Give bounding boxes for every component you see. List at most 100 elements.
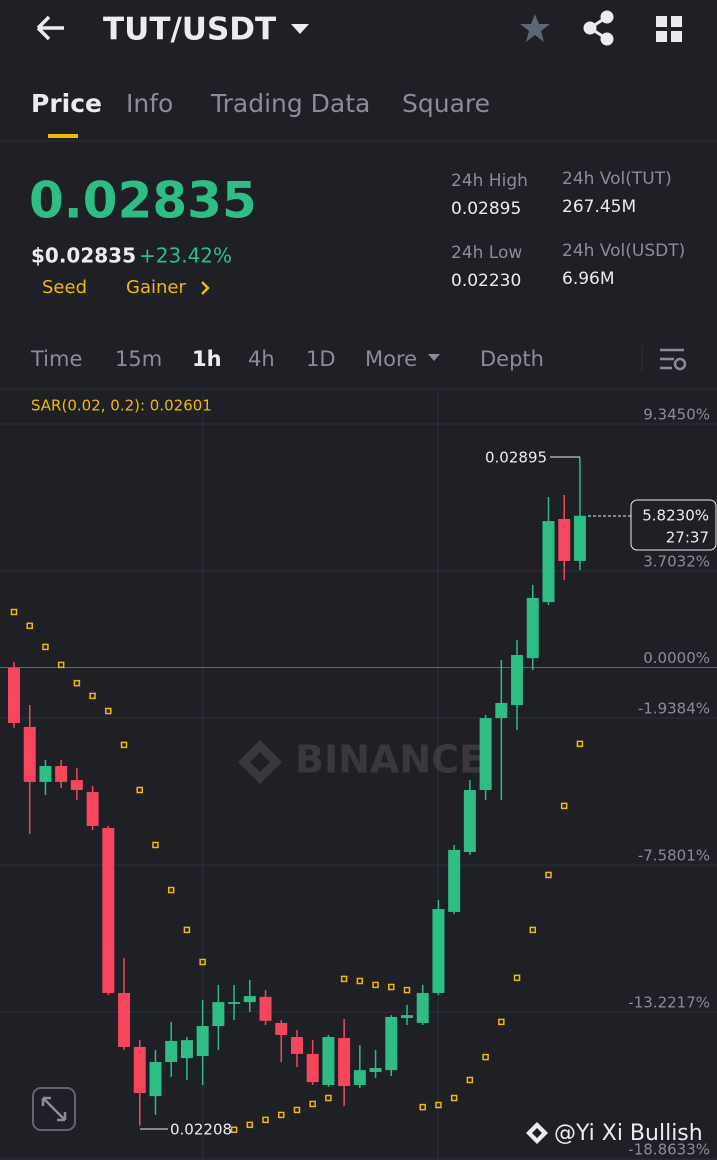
grid-icon[interactable] <box>656 16 682 42</box>
candle-body <box>165 1040 178 1063</box>
sar-dot <box>388 983 395 991</box>
interval[interactable]: Time <box>30 347 82 371</box>
candle-body <box>243 996 256 1003</box>
y-tick-label: 3.7032% <box>643 553 710 571</box>
back-icon[interactable] <box>36 15 64 41</box>
more-caret[interactable] <box>428 354 440 361</box>
sar-dot <box>183 926 191 934</box>
candle-body <box>149 1062 162 1097</box>
candle-body <box>212 1002 225 1027</box>
interval[interactable]: 15m <box>115 347 162 371</box>
interval[interactable]: More <box>365 347 417 371</box>
high-label: 0.02895 <box>485 449 547 467</box>
candle-body <box>495 702 508 719</box>
stat-value: 0.02895 <box>451 199 521 219</box>
last-price-tag <box>630 499 717 551</box>
indicator-label: SAR(0.02, 0.2): 0.02601 <box>31 397 212 415</box>
credit: @Yi Xi Bullish <box>554 1121 703 1146</box>
candle-body <box>385 1016 398 1071</box>
last-price: 0.02835 <box>29 172 257 230</box>
y-tick-label: 0.0000% <box>643 649 710 667</box>
candle-body <box>338 1038 351 1086</box>
candle-body <box>573 515 586 561</box>
candle-body <box>511 655 524 706</box>
sar-dot <box>57 661 65 669</box>
sar-dot <box>529 926 537 934</box>
tab[interactable]: Trading Data <box>210 89 370 118</box>
sar-dot <box>26 622 33 630</box>
credit-logo <box>526 1122 548 1144</box>
sar-dot <box>73 679 81 687</box>
sar-dot <box>42 643 49 651</box>
interval[interactable]: 4h <box>248 347 275 371</box>
candle-body <box>369 1068 382 1072</box>
stat-label: 24h Low <box>451 243 522 263</box>
candle-body <box>86 792 99 826</box>
sar-dot <box>199 958 206 966</box>
candle-body <box>401 1015 413 1018</box>
sar-dot <box>246 1121 254 1129</box>
tag[interactable]: Seed <box>42 277 87 298</box>
sar-dot <box>560 802 568 810</box>
tab[interactable]: Info <box>126 89 173 118</box>
candle-body <box>322 1037 335 1085</box>
sar-dot <box>89 692 96 700</box>
sar-dot <box>293 1106 301 1114</box>
star-icon[interactable] <box>520 14 550 42</box>
candle-body <box>526 597 539 659</box>
stat-label: 24h High <box>451 171 528 191</box>
tag-chevron[interactable] <box>201 281 210 295</box>
candle-body <box>196 1026 209 1057</box>
watermark-text: BINANCE <box>295 738 485 782</box>
candle-body <box>133 1046 146 1094</box>
candle-body <box>432 909 445 993</box>
tab[interactable]: Square <box>402 89 490 118</box>
low-label: 0.02208 <box>170 1121 232 1139</box>
sar-dot <box>325 1094 332 1102</box>
sar-dot <box>262 1116 269 1124</box>
stat-value: 0.02230 <box>451 271 521 291</box>
sar-dot <box>309 1100 316 1108</box>
tab[interactable]: Price <box>31 89 102 118</box>
candle-body <box>448 849 461 912</box>
y-tick-label: -7.5801% <box>638 847 710 865</box>
pair-title[interactable]: TUT/USDT <box>103 12 276 48</box>
candle-body <box>8 668 20 724</box>
candle-body <box>306 1053 319 1083</box>
candle-body <box>259 996 272 1021</box>
sar-dot <box>498 1018 505 1026</box>
pair-caret[interactable] <box>291 24 309 34</box>
stat-label: 24h Vol(USDT) <box>562 241 685 261</box>
candle-body <box>416 992 429 1023</box>
candle-body <box>70 780 83 790</box>
share-icon[interactable] <box>583 10 614 46</box>
sar-dot <box>340 975 348 983</box>
interval[interactable]: 1D <box>306 347 336 371</box>
expand-icon[interactable] <box>32 1087 76 1131</box>
candle-body <box>102 828 115 993</box>
settings-icon[interactable] <box>660 348 687 371</box>
tag[interactable]: Gainer <box>126 277 186 298</box>
interval[interactable]: Depth <box>480 347 544 371</box>
sar-dot <box>450 1094 458 1102</box>
plot: 9.3450% 3.7032% 0.0000% -1.9384% -7.5801% -13… <box>0 406 717 1160</box>
sar-dot <box>105 707 112 715</box>
sar-dot <box>277 1111 285 1119</box>
stat-label: 24h Vol(TUT) <box>562 169 672 189</box>
candle-body <box>463 789 476 852</box>
candle-body <box>479 718 492 790</box>
stat-value: 267.45M <box>562 197 636 217</box>
interval[interactable]: 1h <box>192 347 222 371</box>
sar-dot <box>419 1103 426 1111</box>
usd-price: $0.02835 <box>31 244 136 268</box>
sar-dot <box>152 841 159 849</box>
sar-dot <box>372 981 379 989</box>
candle-body <box>118 992 131 1047</box>
candle-body <box>39 766 52 782</box>
candle-body <box>275 1022 288 1035</box>
sar-dot <box>466 1076 474 1084</box>
candle-body <box>23 726 36 782</box>
sar-dot <box>482 1053 489 1061</box>
